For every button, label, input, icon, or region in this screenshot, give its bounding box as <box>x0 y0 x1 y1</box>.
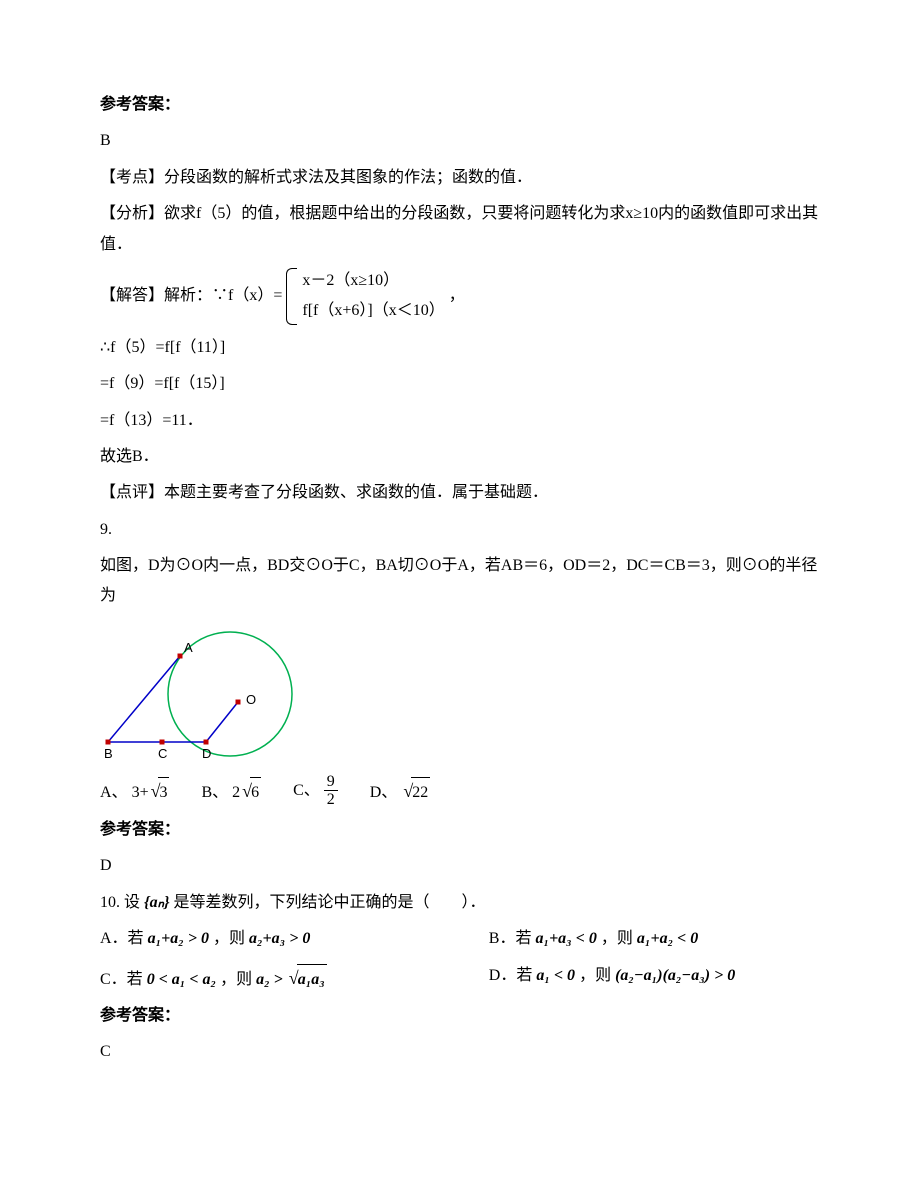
svg-text:B: B <box>104 746 113 761</box>
jieda-prefix: 解析：∵f（x）= <box>164 287 282 304</box>
piecewise-top: x－2（x≥10） <box>302 272 399 289</box>
opt-b-prefix: B、 <box>201 784 228 801</box>
q10-number-prefix: 10. 设 <box>100 894 140 911</box>
opt-d-res: (a₂−a₁)(a₂−a₃) > 0 <box>615 967 735 984</box>
q9-option-d: D、 22 <box>370 774 430 808</box>
q9-option-c: C、 9 2 <box>293 773 338 809</box>
kaodian-label: 【考点】 <box>100 169 164 186</box>
opt-b-mid: ，则 <box>601 930 633 947</box>
opt-a-prefix: A．若 <box>100 930 144 947</box>
q8-step2: =f（9）=f[f（15）] <box>100 369 820 399</box>
piecewise-function: x－2（x≥10） f[f（x+6）]（x＜10） <box>286 266 444 327</box>
opt-c-res-pre: a₂ > <box>256 971 287 988</box>
q8-fenxi: 【分析】欲求f（5）的值，根据题中给出的分段函数，只要将问题转化为求x≥10内的… <box>100 199 820 260</box>
q10-number-suffix: 是等差数列，下列结论中正确的是（ ）． <box>174 894 486 911</box>
opt-c-mid: ，则 <box>220 971 252 988</box>
opt-d-rad: 22 <box>411 777 430 808</box>
q9-diagram: A B C D O <box>100 622 820 767</box>
opt-b-res: a₁+a₂ < 0 <box>637 930 698 947</box>
piecewise-bottom: f[f（x+6）]（x＜10） <box>302 302 444 319</box>
answer-label: 参考答案： <box>100 90 820 120</box>
fenxi-text: 欲求f（5）的值，根据题中给出的分段函数，只要将问题转化为求x≥10内的函数值即… <box>100 205 818 252</box>
q10-option-b: B．若 a₁+a₃ < 0 ，则 a₁+a₂ < 0 <box>489 924 820 954</box>
q9-options: A、 3+3 B、 26 C、 9 2 D、 22 <box>100 773 820 809</box>
opt-b-coef: 2 <box>232 784 240 801</box>
sqrt-icon: 22 <box>401 774 430 808</box>
q10-option-d: D．若 a₁ < 0 ，则 (a₂−a₁)(a₂−a₃) > 0 <box>489 961 820 995</box>
opt-d-cond: a₁ < 0 <box>536 967 575 984</box>
q8-step3: =f（13）=11． <box>100 406 820 436</box>
svg-text:A: A <box>184 640 193 655</box>
jieda-label: 【解答】 <box>100 287 164 304</box>
dianping-label: 【点评】 <box>100 484 164 501</box>
opt-c-num: 9 <box>324 773 338 792</box>
jieda-suffix: ， <box>449 287 465 304</box>
opt-d-prefix: D、 <box>370 784 398 801</box>
svg-text:C: C <box>158 746 167 761</box>
q10-row-cd: C．若 0 < a₁ < a₂ ，则 a₂ > a₁a₃ D．若 a₁ < 0 … <box>100 961 820 1001</box>
q10-answer: C <box>100 1037 820 1067</box>
opt-a-pre: 3+ <box>132 784 149 801</box>
opt-d-mid: ，则 <box>579 967 611 984</box>
sqrt-icon: 6 <box>240 774 261 808</box>
kaodian-text: 分段函数的解析式求法及其图象的作法；函数的值． <box>164 169 532 186</box>
q10-row-ab: A．若 a₁+a₂ > 0 ，则 a₂+a₃ > 0 B．若 a₁+a₃ < 0… <box>100 924 820 960</box>
sqrt-icon: 3 <box>149 774 170 808</box>
opt-c-prefix: C．若 <box>100 971 143 988</box>
q8-jieda: 【解答】解析：∵f（x）= x－2（x≥10） f[f（x+6）]（x＜10） … <box>100 266 820 327</box>
opt-c-den: 2 <box>324 791 338 809</box>
q8-kaodian: 【考点】分段函数的解析式求法及其图象的作法；函数的值． <box>100 163 820 193</box>
dianping-text: 本题主要考查了分段函数、求函数的值．属于基础题． <box>164 484 548 501</box>
fenxi-label: 【分析】 <box>100 205 164 222</box>
opt-c-cond: 0 < a₁ < a₂ <box>147 971 216 988</box>
opt-c-prefix: C、 <box>293 782 320 799</box>
q10-stem: 10. 设 {aₙ} 是等差数列，下列结论中正确的是（ ）． <box>100 888 820 918</box>
opt-a-prefix: A、 <box>100 784 128 801</box>
q10-option-c: C．若 0 < a₁ < a₂ ，则 a₂ > a₁a₃ <box>100 961 489 995</box>
q9-option-a: A、 3+ 3 <box>100 774 169 808</box>
fraction: 9 2 <box>324 773 338 809</box>
opt-a-mid: ，则 <box>213 930 245 947</box>
q8-answer: B <box>100 126 820 156</box>
answer-label: 参考答案： <box>100 815 820 845</box>
opt-b-rad: 6 <box>250 777 261 808</box>
svg-text:D: D <box>202 746 211 761</box>
opt-b-prefix: B．若 <box>489 930 532 947</box>
q8-conclusion: 故选B． <box>100 442 820 472</box>
opt-a-rad: 3 <box>158 777 169 808</box>
opt-a-cond: a₁+a₂ > 0 <box>148 930 209 947</box>
opt-b-cond: a₁+a₃ < 0 <box>535 930 596 947</box>
opt-a-res: a₂+a₃ > 0 <box>249 930 310 947</box>
opt-c-rad: a₁a₃ <box>297 964 327 995</box>
q9-stem: 如图，D为⊙O内一点，BD交⊙O于C，BA切⊙O于A，若AB＝6，OD＝2，DC… <box>100 551 820 612</box>
q8-step1: ∴f（5）=f[f（11）] <box>100 333 820 363</box>
q9-option-b: B、 26 <box>201 774 261 808</box>
q10-option-a: A．若 a₁+a₂ > 0 ，则 a₂+a₃ > 0 <box>100 924 489 954</box>
q10-seq: {aₙ} <box>144 894 170 911</box>
opt-d-prefix: D．若 <box>489 967 533 984</box>
q9-answer: D <box>100 851 820 881</box>
q8-dianping: 【点评】本题主要考查了分段函数、求函数的值．属于基础题． <box>100 478 820 508</box>
sqrt-icon: a₁a₃ <box>287 961 327 995</box>
q9-number: 9. <box>100 515 820 545</box>
answer-label: 参考答案： <box>100 1001 820 1031</box>
svg-text:O: O <box>246 692 256 707</box>
geometry-diagram: A B C D O <box>100 622 310 767</box>
